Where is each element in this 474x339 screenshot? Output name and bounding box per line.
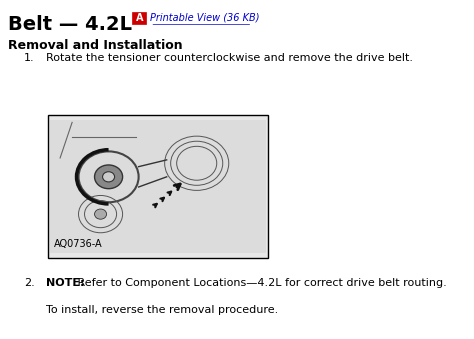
Text: To install, reverse the removal procedure.: To install, reverse the removal procedur… [46, 305, 278, 315]
Circle shape [94, 209, 107, 219]
FancyArrowPatch shape [153, 204, 157, 207]
FancyBboxPatch shape [132, 12, 146, 24]
FancyBboxPatch shape [50, 120, 266, 253]
FancyArrowPatch shape [174, 184, 180, 190]
Text: 1.: 1. [24, 53, 35, 62]
Circle shape [102, 172, 115, 182]
Text: AQ0736-A: AQ0736-A [54, 239, 103, 249]
Circle shape [94, 165, 123, 189]
Text: 2.: 2. [24, 278, 35, 288]
Text: NOTE:: NOTE: [46, 278, 84, 288]
FancyArrowPatch shape [160, 198, 164, 201]
Text: Refer to Component Locations—4.2L for correct drive belt routing.: Refer to Component Locations—4.2L for co… [74, 278, 447, 288]
Text: Belt — 4.2L: Belt — 4.2L [8, 15, 132, 34]
Text: Removal and Installation: Removal and Installation [8, 39, 182, 52]
Text: Printable View (36 KB): Printable View (36 KB) [150, 13, 260, 23]
Text: Rotate the tensioner counterclockwise and remove the drive belt.: Rotate the tensioner counterclockwise an… [46, 53, 413, 62]
FancyArrowPatch shape [168, 192, 171, 195]
Text: A: A [136, 13, 143, 23]
FancyBboxPatch shape [48, 115, 268, 258]
